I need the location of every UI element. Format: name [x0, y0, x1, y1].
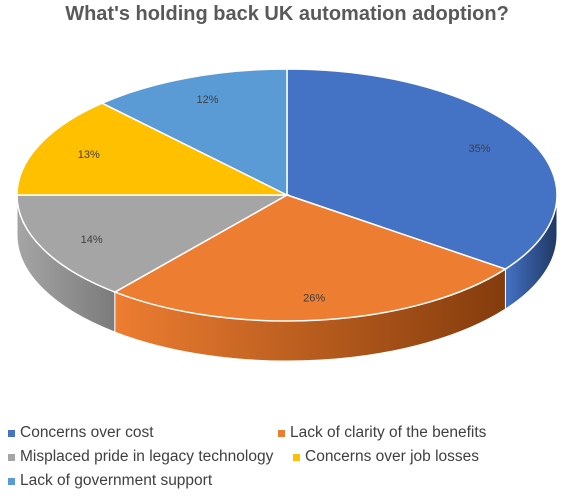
data-label-4: 12% — [196, 94, 218, 106]
legend-label: Misplaced pride in legacy technology — [20, 448, 274, 465]
legend-item-job-losses: Concerns over job losses — [293, 448, 479, 466]
legend-item-government-support: Lack of government support — [8, 472, 212, 490]
pie-slice-4 — [100, 68, 288, 197]
pie-chart: 35% 26% 14% 13% 12% — [16, 68, 558, 362]
legend-label: Lack of government support — [20, 472, 213, 489]
data-label-0: 35% — [468, 143, 490, 155]
legend-swatch — [8, 429, 15, 437]
legend-item-misplaced-pride: Misplaced pride in legacy technology — [8, 448, 273, 466]
legend-swatch — [8, 453, 15, 461]
legend-swatch — [8, 477, 15, 485]
data-label-1: 26% — [303, 293, 325, 305]
pie-slice-2 — [16, 194, 290, 293]
data-label-2: 14% — [81, 234, 103, 246]
pie-slice-3 — [16, 102, 288, 196]
legend-swatch — [293, 453, 300, 461]
pie-slice-0 — [286, 68, 558, 270]
chart-title: What's holding back UK automation adopti… — [65, 3, 509, 25]
legend-item-concerns-over-cost: Concerns over cost — [8, 424, 154, 442]
data-label-3: 13% — [78, 149, 100, 161]
legend-item-lack-of-clarity: Lack of clarity of the benefits — [278, 424, 486, 442]
legend-label: Concerns over job losses — [305, 448, 480, 465]
legend-label: Concerns over cost — [20, 424, 154, 441]
pie-slice-1 — [113, 194, 508, 322]
legend-swatch — [278, 429, 285, 437]
legend-label: Lack of clarity of the benefits — [290, 424, 487, 441]
